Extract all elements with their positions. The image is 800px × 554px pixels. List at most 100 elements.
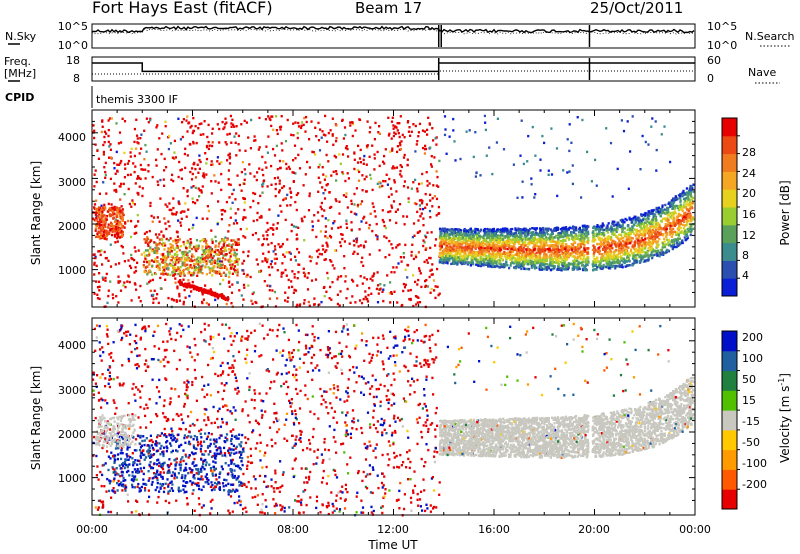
power-cell [247, 250, 250, 253]
power-cell [272, 233, 275, 236]
power-cell [331, 133, 334, 136]
power-cell [396, 150, 399, 154]
power-cell [345, 222, 348, 225]
power-cell [235, 252, 238, 256]
power-cell [195, 239, 199, 242]
power-cell [210, 238, 213, 241]
power-cell [186, 267, 189, 270]
power-cell [464, 261, 467, 264]
power-cell [121, 117, 124, 120]
power-cell [681, 205, 684, 209]
power-cell [601, 222, 604, 225]
power-cell [161, 266, 165, 269]
power-cell [231, 263, 234, 266]
power-cell [224, 117, 227, 120]
beam-title: Beam 17 [355, 0, 422, 17]
power-cell [335, 199, 338, 203]
power-cell [162, 178, 165, 181]
power-cell [234, 256, 237, 259]
power-cell [435, 143, 438, 146]
power-cell [221, 296, 224, 299]
power-cell [307, 300, 310, 304]
power-cell [224, 210, 227, 213]
power-cell [230, 246, 233, 249]
power-cell [243, 182, 246, 185]
power-cell [384, 180, 387, 183]
power-cell [99, 233, 102, 236]
power-cell [149, 289, 152, 292]
power-cell [322, 173, 325, 176]
power-cell [650, 251, 653, 254]
power-cell [682, 189, 685, 193]
power-cell [213, 174, 216, 177]
power-cell [539, 258, 542, 261]
power-cell [675, 220, 678, 223]
power-cell [238, 289, 241, 292]
power-cell [113, 233, 116, 236]
power-cell [114, 172, 117, 175]
power-cell [103, 203, 106, 207]
power-cell [612, 239, 615, 243]
power-cell [296, 303, 299, 307]
power-cell [207, 266, 210, 269]
power-cell [392, 266, 395, 269]
power-cell [97, 157, 100, 160]
power-cell [261, 183, 264, 186]
power-cell [436, 175, 439, 179]
power-cell [369, 173, 372, 177]
power-cell [192, 140, 195, 144]
power-cell [339, 162, 342, 165]
power-cell [241, 262, 244, 265]
power-cell [194, 287, 197, 290]
power-cell [115, 122, 118, 125]
power-cell [167, 253, 170, 257]
power-cell [284, 299, 287, 302]
power-cell [412, 257, 415, 261]
power-cell [368, 286, 371, 290]
power-cell [227, 153, 230, 157]
power-cell [321, 214, 324, 218]
power-cell [139, 300, 142, 303]
power-cell [230, 265, 233, 268]
power-cell [230, 141, 233, 144]
power-cell [132, 201, 135, 205]
power-cell [346, 287, 349, 291]
power-cell [667, 238, 670, 242]
power-cell [362, 162, 365, 165]
power-cell [307, 209, 311, 212]
power-cell [205, 301, 208, 305]
power-cell [488, 257, 491, 261]
power-cell [288, 187, 291, 190]
power-cell [100, 130, 103, 134]
power-cell [376, 150, 379, 154]
power-cell [655, 236, 658, 239]
power-cell [382, 288, 385, 291]
power-cell [163, 265, 166, 269]
power-cell [522, 246, 525, 249]
power-cell [162, 252, 165, 256]
power-cell [172, 239, 175, 243]
power-cell [417, 231, 420, 234]
power-cell [393, 290, 396, 293]
power-cell [317, 190, 320, 193]
power-cell [682, 204, 685, 207]
power-cell [414, 254, 417, 257]
power-cell [163, 242, 166, 245]
power-cell [358, 170, 361, 174]
power-cell [418, 230, 421, 233]
power-cell [181, 135, 184, 139]
power-cell [398, 203, 402, 206]
power-cell [103, 208, 106, 212]
power-cell [422, 217, 425, 220]
power-cell [690, 185, 693, 188]
power-cell [644, 237, 647, 240]
power-cell [423, 130, 426, 133]
power-cell [201, 255, 204, 258]
power-cell [245, 227, 248, 231]
power-cell [621, 223, 624, 227]
power-cell [271, 227, 274, 230]
power-cell [230, 244, 233, 247]
power-cell [309, 259, 312, 263]
power-cell [386, 274, 389, 277]
power-cell [660, 210, 663, 213]
